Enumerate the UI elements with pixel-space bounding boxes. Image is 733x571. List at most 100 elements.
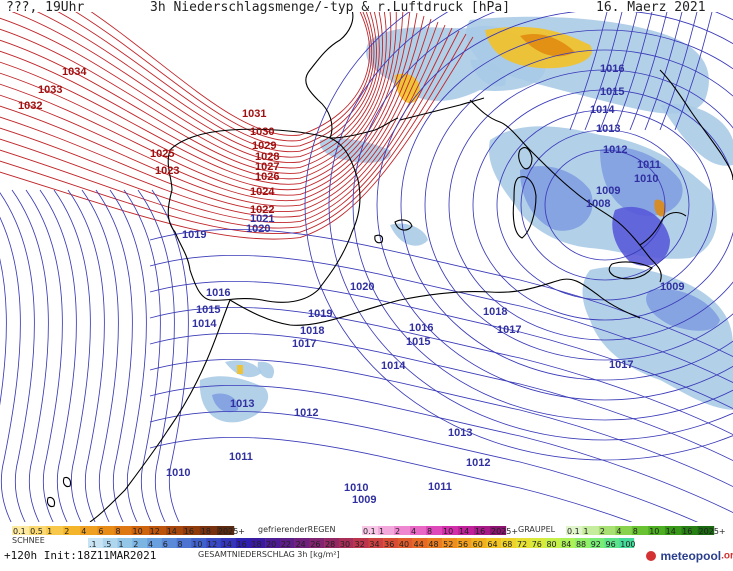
legend-value: 16 [237, 540, 247, 549]
legend-value: 2025+ [218, 527, 245, 536]
legend-value: 68 [502, 540, 512, 549]
legend-value: 0.1 [13, 527, 26, 536]
legend-value: 52 [443, 540, 453, 549]
legend-value: 1 [583, 527, 588, 536]
pressure-label: 1009 [352, 494, 376, 506]
pressure-label: 1016 [409, 322, 433, 334]
pressure-label: 1016 [600, 63, 624, 75]
legend-value: 2 [395, 527, 400, 536]
legend-value: 100 [620, 540, 635, 549]
pressure-label: 1016 [206, 287, 230, 299]
pressure-label: 1013 [596, 123, 620, 135]
legend-value: 2025+ [491, 527, 518, 536]
brand-suffix: .org [721, 550, 733, 561]
legend-value: 6 [163, 540, 168, 549]
legend-value: 14 [459, 527, 469, 536]
legend-value: 0.1 [567, 527, 580, 536]
pressure-label: 1014 [381, 360, 406, 372]
legend-value: 10 [649, 527, 659, 536]
header-title: 3h Niederschlagsmenge/-typ & r.Luftdruck… [150, 0, 510, 15]
legend-value: 32 [355, 540, 365, 549]
pressure-label: 1015 [406, 336, 430, 348]
legend-value: 0.1 [363, 527, 376, 536]
pressure-label: 1013 [230, 398, 254, 410]
pressure-label: 1031 [242, 108, 266, 120]
legend-value: 14 [666, 527, 676, 536]
legend-value: 60 [473, 540, 483, 549]
pressure-label: 1014 [590, 104, 615, 116]
pressure-label: 1009 [596, 185, 620, 197]
legend-value: 18 [251, 540, 261, 549]
legend-value: 2025+ [699, 527, 726, 536]
legend-value: 10 [133, 527, 143, 536]
pressure-label: 1017 [497, 324, 521, 336]
legend-value: 8 [633, 527, 638, 536]
legend-value: 2 [64, 527, 69, 536]
legend-value: 36 [384, 540, 394, 549]
legend-value: 6 [98, 527, 103, 536]
legend-value: 84 [561, 540, 571, 549]
pressure-label: 1009 [660, 281, 684, 293]
legend-value: 92 [591, 540, 601, 549]
brand-logo-icon [646, 551, 656, 561]
legend-value: 2 [133, 540, 138, 549]
legend-value: 10 [443, 527, 453, 536]
legend-value: 18 [201, 527, 211, 536]
legend-value: 1 [119, 540, 124, 549]
pressure-label: 1033 [38, 84, 62, 96]
legend-value: 8 [427, 527, 432, 536]
pressure-label: 1012 [466, 457, 490, 469]
legend-value: 80 [546, 540, 556, 549]
pressure-label: 1017 [292, 338, 316, 350]
legend-label: gefrierenderREGEN [258, 525, 336, 534]
pressure-label: 1011 [637, 159, 661, 171]
legend-value: 48 [428, 540, 438, 549]
legend-value: 1 [47, 527, 52, 536]
pressure-label: 1019 [308, 308, 332, 320]
legend-value: 8 [178, 540, 183, 549]
legend-value: 4 [81, 527, 86, 536]
legend-value: 16 [682, 527, 692, 536]
pressure-label: 1020 [246, 223, 270, 235]
legend-value: 14 [222, 540, 232, 549]
pressure-label: 1019 [182, 229, 206, 241]
legend-value: 34 [369, 540, 379, 549]
pressure-label: 1014 [192, 318, 217, 330]
legend-value: 20 [266, 540, 276, 549]
legend-value: 72 [517, 540, 527, 549]
brand-name: meteopool [660, 549, 721, 563]
pressure-label: 1017 [609, 359, 633, 371]
legend-value: 12 [150, 527, 160, 536]
legend-value: 1 [379, 527, 384, 536]
brand[interactable]: meteopool.org [646, 547, 732, 563]
pressure-label: 1024 [250, 186, 275, 198]
pressure-label: 1026 [255, 171, 279, 183]
run-info: +120h Init:18Z11MAR2021 [4, 549, 156, 562]
legend-value: 16 [475, 527, 485, 536]
legend-value: 40 [399, 540, 409, 549]
legend-value: 16 [184, 527, 194, 536]
legend-value: 22 [281, 540, 291, 549]
legend-value: .1 [89, 540, 97, 549]
legend-value: .5 [104, 540, 112, 549]
pressure-label: 1032 [18, 100, 42, 112]
pressure-label: 1010 [166, 467, 190, 479]
legend-value: 12 [207, 540, 217, 549]
legend-value: 30 [340, 540, 350, 549]
legend-value: 4 [616, 527, 621, 536]
legend-value: 44 [414, 540, 424, 549]
pressure-label: 1011 [229, 451, 253, 463]
legend-value: 88 [576, 540, 586, 549]
legend-value: 14 [167, 527, 177, 536]
pressure-label: 1015 [600, 86, 624, 98]
pressure-label: 1012 [603, 144, 627, 156]
legend-value: 4 [411, 527, 416, 536]
legend-label: SCHNEE [12, 536, 45, 545]
pressure-label: 1020 [350, 281, 374, 293]
legend-value: 96 [605, 540, 615, 549]
pressure-label: 1010 [634, 173, 658, 185]
legend-value: 8 [115, 527, 120, 536]
pressure-label: 1018 [483, 306, 507, 318]
